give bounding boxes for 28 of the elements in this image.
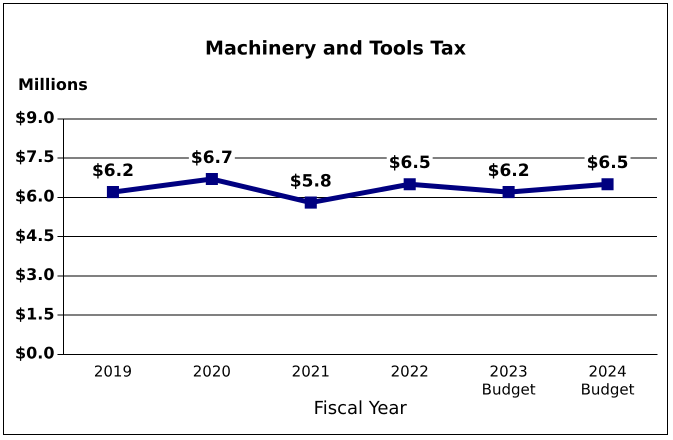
point	[502, 186, 515, 198]
x-tick-label: 2019	[94, 362, 132, 380]
point	[602, 178, 614, 190]
point	[106, 186, 119, 198]
x-tick-label: 2020	[192, 362, 231, 380]
y-tick-label: $7.5	[14, 147, 54, 166]
x-axis-title: Fiscal Year	[314, 398, 408, 419]
data-label: $6.2	[488, 161, 530, 182]
x-tick-label: 2021	[292, 362, 330, 380]
y-tick-label: $1.5	[14, 304, 54, 324]
y-tick-label: $0.0	[14, 344, 54, 363]
point	[206, 172, 218, 186]
y-axis-title: Millions	[18, 75, 88, 94]
y-tick-label: $6.0	[14, 186, 54, 206]
point	[304, 196, 317, 209]
y-tick-label: $9.0	[14, 108, 54, 127]
x-tick-label: 2023 Budget	[482, 362, 536, 398]
chart-title: Machinery and Tools Tax	[205, 37, 466, 60]
point	[404, 178, 416, 190]
x-tick-label: 2024 Budget	[580, 362, 635, 398]
data-label: $6.5	[388, 153, 431, 174]
data-label: $5.8	[290, 171, 332, 192]
data-label: $6.7	[190, 148, 233, 168]
data-label: $6.5	[586, 153, 629, 174]
x-tick-label: 2022	[390, 362, 429, 380]
data-label: $6.2	[92, 161, 134, 182]
y-tick-label: $4.5	[14, 226, 54, 245]
y-tick-label: $3.0	[14, 265, 54, 284]
